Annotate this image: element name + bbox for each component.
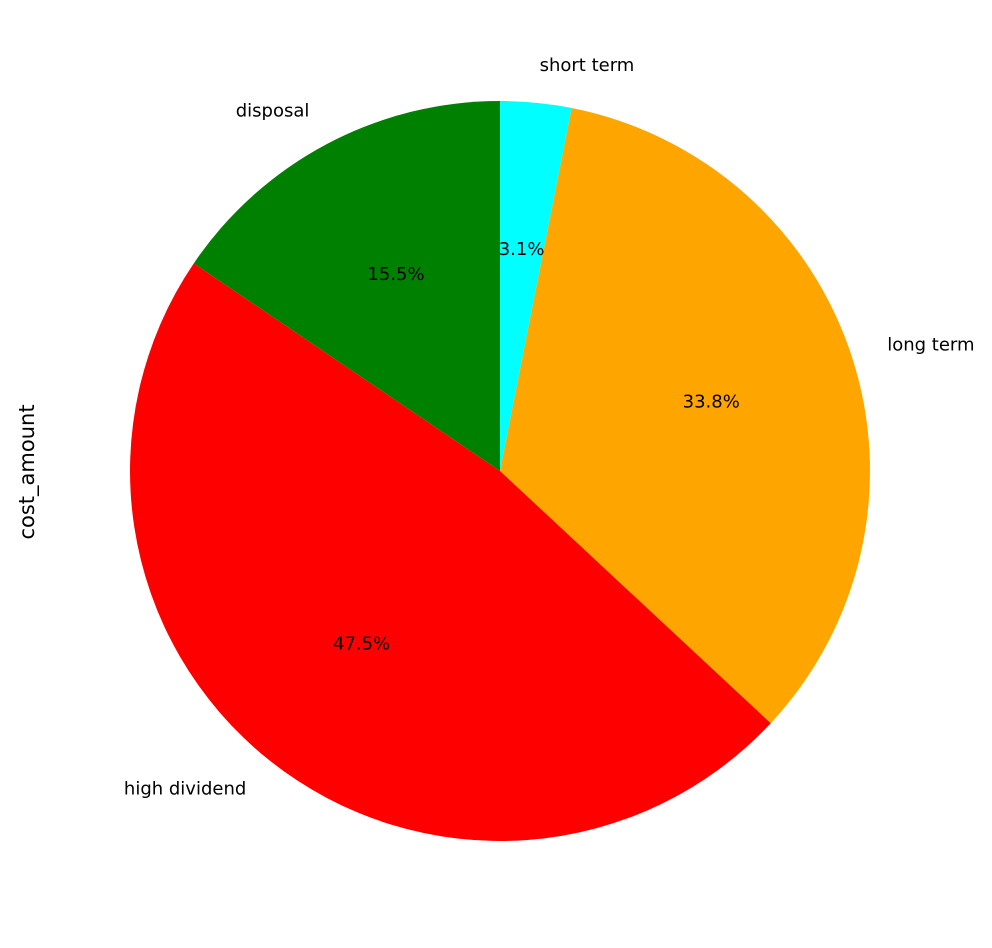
slice-label-long-term: long term xyxy=(887,335,974,356)
slice-percent-short-term: 3.1% xyxy=(499,239,545,260)
pie-slice-short-term xyxy=(500,101,572,471)
slice-percent-high-dividend: 47.5% xyxy=(333,634,390,655)
pie-slice-disposal xyxy=(193,101,500,471)
slices-layer xyxy=(130,101,870,841)
labels-layer: short term 3.1% long term 33.8% high dividen… xyxy=(124,55,975,799)
slice-label-short-term: short term xyxy=(540,55,635,76)
slice-label-disposal: disposal xyxy=(236,100,310,121)
pie-slice-long-term xyxy=(500,108,870,724)
y-axis-label: cost_amount xyxy=(15,404,40,539)
slice-percent-long-term: 33.8% xyxy=(683,392,740,413)
pie-slice-high-dividend xyxy=(130,263,771,841)
slice-label-high-dividend: high dividend xyxy=(124,778,246,799)
slice-percent-disposal: 15.5% xyxy=(367,264,424,285)
